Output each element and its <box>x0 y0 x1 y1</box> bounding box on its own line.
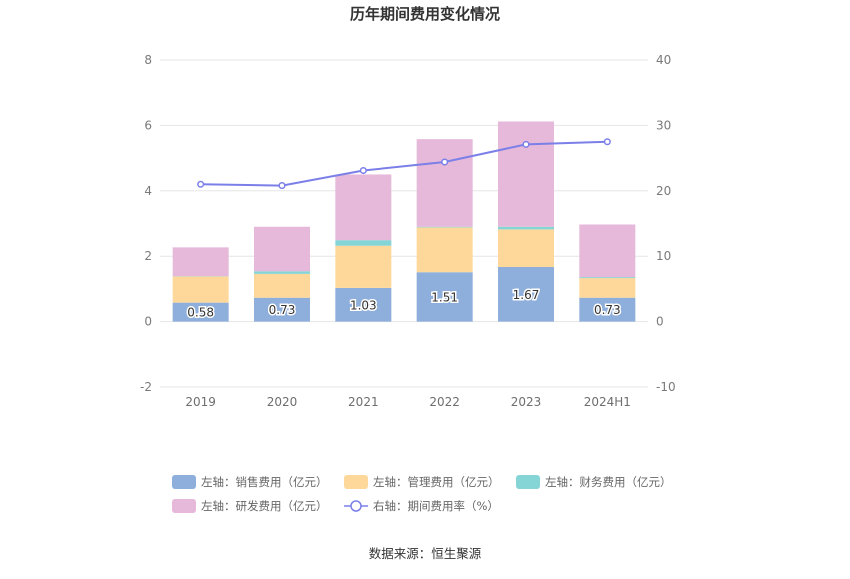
bar-segment <box>498 229 554 267</box>
left-tick-label: 6 <box>144 118 152 132</box>
bar-segment <box>417 227 473 228</box>
right-axis-ticks: -10 0 10 20 30 40 <box>656 53 676 394</box>
legend: 左轴：销售费用（亿元） 左轴：管理费用（亿元） 左轴：财务费用（亿元） 左轴：研发费用… <box>172 475 672 513</box>
bar-segment <box>498 227 554 230</box>
x-tick-label: 2023 <box>511 395 542 409</box>
x-tick-label: 2022 <box>429 395 460 409</box>
left-tick-label: 2 <box>144 249 152 263</box>
bar-data-labels: 0.58 0.73 1.03 1.51 1.67 0.73 <box>187 288 620 320</box>
bar-segment <box>254 274 310 298</box>
legend-label: 左轴：财务费用（亿元） <box>545 475 672 489</box>
bar-segment <box>173 276 229 302</box>
bar-segment <box>417 139 473 227</box>
legend-swatch <box>516 475 540 489</box>
bar-series <box>173 121 636 321</box>
left-tick-label: -2 <box>140 380 152 394</box>
x-axis-ticks: 2019 2020 2021 2022 2023 2024H1 <box>185 395 631 409</box>
legend-label: 右轴：期间费用率（%） <box>373 499 499 513</box>
right-tick-label: 0 <box>656 315 664 329</box>
line-point <box>279 183 285 189</box>
legend-swatch <box>172 499 196 513</box>
legend-label: 左轴：研发费用（亿元） <box>201 499 328 513</box>
bar-data-label: 0.73 <box>269 303 296 317</box>
bar-data-label: 1.67 <box>513 288 540 302</box>
right-tick-label: 40 <box>656 53 671 67</box>
legend-swatch <box>172 475 196 489</box>
legend-label: 左轴：管理费用（亿元） <box>373 475 500 489</box>
left-tick-label: 0 <box>144 315 152 329</box>
left-tick-label: 4 <box>144 184 152 198</box>
x-tick-label: 2021 <box>348 395 379 409</box>
x-tick-label: 2020 <box>267 395 298 409</box>
bar-segment <box>173 247 229 276</box>
line-point <box>605 139 611 145</box>
bar-segment <box>498 121 554 226</box>
right-tick-label: 10 <box>656 249 671 263</box>
line-point <box>198 181 204 187</box>
x-tick-label: 2019 <box>185 395 216 409</box>
bar-segment <box>579 224 635 277</box>
line-point <box>523 142 529 148</box>
x-tick-label: 2024H1 <box>584 395 631 409</box>
bar-segment <box>254 227 310 271</box>
line-point <box>442 159 448 165</box>
bar-data-label: 0.73 <box>594 303 621 317</box>
chart-title: 历年期间费用变化情况 <box>350 5 500 23</box>
line-point <box>361 168 367 174</box>
right-tick-label: 30 <box>656 118 671 132</box>
bar-segment <box>335 246 391 288</box>
source-note: 数据来源：恒生聚源 <box>369 546 482 561</box>
bar-data-label: 0.58 <box>187 306 214 320</box>
bar-segment <box>254 271 310 274</box>
bar-data-label: 1.03 <box>350 298 377 312</box>
legend-marker <box>351 501 361 511</box>
bar-segment <box>417 227 473 272</box>
gridlines <box>160 60 648 387</box>
right-tick-label: -10 <box>656 380 676 394</box>
right-tick-label: 20 <box>656 184 671 198</box>
legend-label: 左轴：销售费用（亿元） <box>201 475 328 489</box>
bar-segment <box>335 174 391 240</box>
left-axis-ticks: -2 0 2 4 6 8 <box>140 53 152 394</box>
bar-segment <box>335 240 391 246</box>
left-tick-label: 8 <box>144 53 152 67</box>
bar-segment <box>579 277 635 278</box>
bar-data-label: 1.51 <box>431 290 458 304</box>
legend-swatch <box>344 475 368 489</box>
bar-segment <box>579 278 635 298</box>
